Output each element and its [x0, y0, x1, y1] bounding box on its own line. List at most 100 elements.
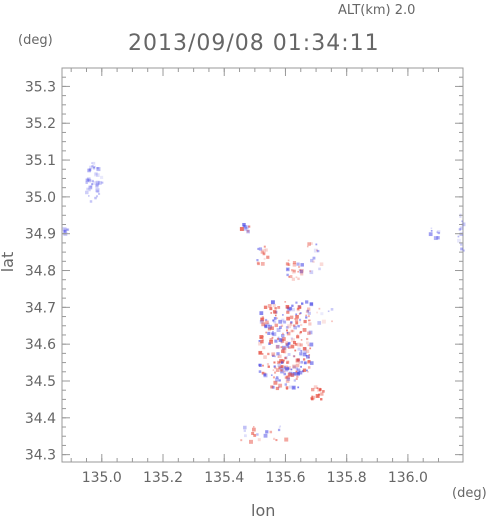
echo-point	[284, 355, 288, 360]
echo-point	[292, 364, 296, 369]
echo-point	[274, 371, 277, 374]
echo-point	[307, 315, 310, 318]
echo-point	[272, 310, 277, 314]
echo-point	[273, 361, 276, 364]
echo-point	[92, 181, 96, 185]
echo-point	[306, 245, 309, 248]
echo-point	[63, 229, 67, 233]
echo-point	[262, 364, 264, 367]
echo-point	[278, 383, 283, 388]
echo-point	[294, 318, 296, 320]
echo-point	[299, 269, 304, 274]
echo-point	[291, 269, 294, 272]
echo-point	[274, 366, 277, 369]
echo-point	[281, 337, 286, 341]
chart-title: 2013/09/08 01:34:11	[128, 31, 380, 56]
echo-point	[305, 310, 309, 314]
echo-point	[282, 347, 285, 351]
echo-point	[287, 341, 291, 345]
echo-point	[309, 361, 314, 365]
echo-point	[320, 398, 323, 401]
echo-point	[307, 311, 311, 315]
echo-point	[267, 365, 270, 368]
echo-point	[274, 307, 277, 310]
echo-point	[94, 165, 96, 168]
echo-point	[89, 165, 93, 170]
echo-point	[260, 317, 265, 322]
echo-point	[278, 426, 281, 429]
echo-point	[299, 321, 301, 323]
echo-point	[290, 373, 294, 377]
echo-point	[318, 388, 322, 392]
echo-point	[280, 339, 285, 343]
echo-point	[298, 313, 301, 315]
echo-point	[265, 430, 269, 434]
echo-point	[320, 392, 324, 396]
echo-point	[86, 177, 91, 182]
echo-point	[266, 255, 270, 259]
echo-point	[285, 326, 289, 329]
echo-point	[305, 349, 310, 354]
echo-point	[280, 341, 283, 344]
y-unit-label: (deg)	[18, 33, 53, 48]
echo-point	[295, 301, 298, 304]
echo-point	[258, 350, 263, 355]
echo-point	[89, 200, 93, 203]
echo-point	[263, 373, 267, 377]
echo-point	[256, 259, 259, 262]
echo-point	[319, 262, 324, 266]
echo-point	[289, 322, 292, 325]
echo-point	[311, 395, 314, 398]
echo-point	[288, 275, 290, 278]
echo-point	[316, 311, 318, 314]
echo-point	[258, 340, 261, 342]
echo-point	[244, 434, 247, 438]
echo-point	[278, 326, 282, 329]
echo-point	[263, 433, 268, 438]
echo-point	[91, 162, 93, 164]
echo-point	[86, 187, 90, 191]
echo-point	[299, 343, 303, 347]
echo-point	[88, 195, 90, 197]
echo-point	[292, 372, 297, 376]
echo-point	[262, 335, 264, 338]
echo-point	[433, 236, 438, 241]
echo-point	[280, 365, 284, 369]
echo-point	[288, 306, 293, 311]
echo-point	[316, 395, 319, 398]
echo-point	[291, 304, 294, 307]
echo-point	[308, 322, 312, 326]
echo-point	[262, 252, 266, 256]
echo-point	[277, 306, 281, 309]
echo-point	[260, 262, 265, 266]
echo-point	[307, 344, 310, 347]
echo-point	[318, 393, 321, 396]
echo-point	[272, 369, 275, 371]
echo-point	[276, 352, 280, 356]
echo-point	[268, 324, 273, 329]
echo-point	[287, 353, 291, 356]
echo-point	[281, 332, 284, 335]
echo-point	[258, 363, 261, 367]
echo-point	[311, 395, 316, 400]
echo-point	[276, 317, 279, 320]
echo-point	[265, 331, 268, 334]
echo-point	[310, 242, 313, 245]
echo-point	[307, 242, 311, 246]
echo-point	[252, 426, 255, 428]
echo-point	[269, 430, 273, 434]
echo-point	[269, 338, 273, 342]
echo-point	[96, 167, 101, 172]
echo-point	[88, 179, 92, 183]
echo-point	[282, 367, 285, 370]
echo-point	[285, 329, 288, 332]
echo-point	[98, 192, 101, 195]
echo-point	[270, 385, 274, 389]
echo-point	[313, 248, 318, 253]
echo-point	[270, 312, 273, 314]
x-tick-label: 135.8	[327, 470, 367, 486]
echo-point	[278, 386, 281, 389]
echo-point	[85, 178, 89, 182]
echo-point	[295, 377, 298, 380]
echo-point	[316, 387, 319, 390]
